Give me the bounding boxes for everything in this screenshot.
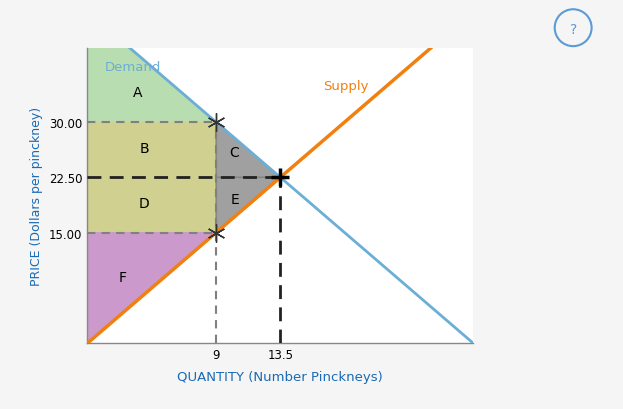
Polygon shape [87, 178, 216, 233]
Y-axis label: PRICE (Dollars per pinckney): PRICE (Dollars per pinckney) [31, 107, 44, 285]
Text: Demand: Demand [105, 61, 161, 74]
Polygon shape [87, 12, 216, 123]
Text: C: C [230, 145, 239, 159]
Text: F: F [119, 270, 127, 284]
Text: B: B [140, 142, 150, 155]
Text: ?: ? [569, 22, 577, 36]
Polygon shape [87, 123, 216, 178]
Text: E: E [230, 193, 239, 207]
Polygon shape [216, 123, 280, 178]
Text: A: A [133, 86, 142, 100]
Text: Supply: Supply [323, 79, 369, 92]
Text: D: D [139, 197, 150, 211]
Polygon shape [216, 178, 280, 233]
Polygon shape [87, 233, 216, 344]
X-axis label: QUANTITY (Number Pinckneys): QUANTITY (Number Pinckneys) [178, 370, 383, 383]
